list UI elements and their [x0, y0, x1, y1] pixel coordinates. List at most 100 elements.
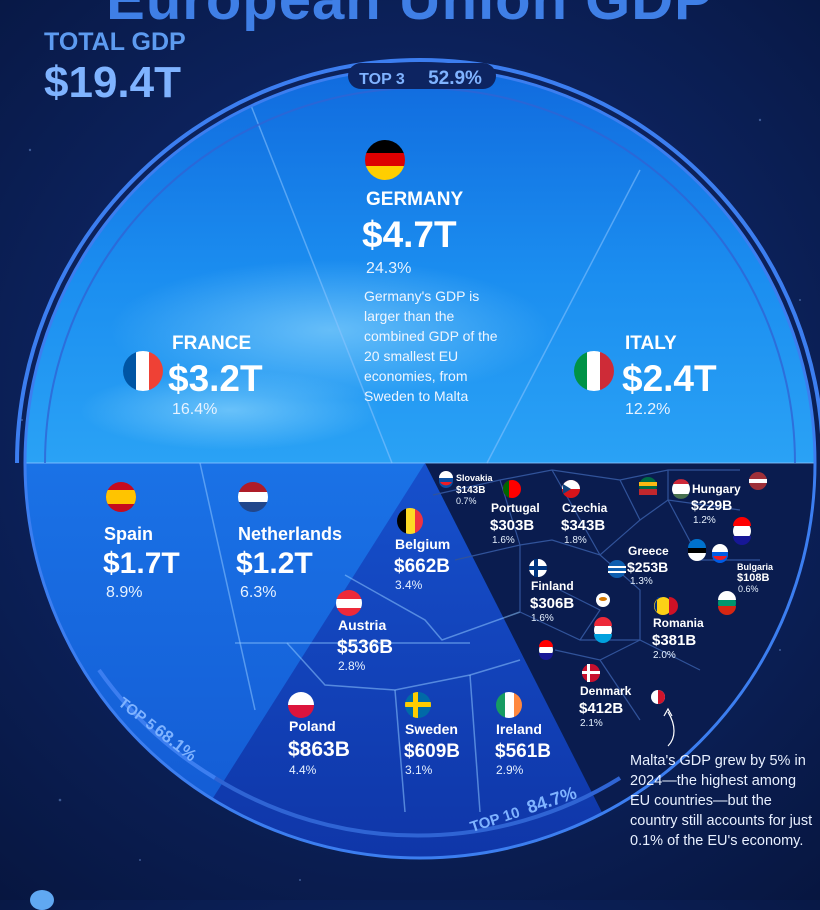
- finland-flag-icon: [529, 559, 547, 577]
- top5-ring: [97, 668, 217, 780]
- label-italy-value: $2.4T: [622, 358, 717, 399]
- hungary-flag-icon: [672, 479, 690, 499]
- slovakia-flag-icon: [439, 471, 453, 488]
- label-austria-value: $536B: [337, 637, 393, 658]
- share-sweden: 3.1%: [405, 763, 433, 777]
- label-hungary-name: Hungary: [692, 482, 741, 496]
- estonia-flag-icon: [688, 539, 706, 561]
- malta-note: Malta's GDP grew by 5% in 2024—the highe…: [630, 753, 813, 849]
- slovenia-flag-icon: [712, 544, 728, 563]
- label-bulgaria-value: $108B: [737, 572, 769, 584]
- share-germany: 24.3%: [366, 260, 411, 277]
- label-spain-value: $1.7T: [103, 547, 180, 580]
- cyprus-flag-icon: [596, 593, 610, 607]
- label-slovakia-value: $143B: [456, 485, 485, 496]
- top3-share: 52.9%: [428, 68, 482, 89]
- label-ireland-name: Ireland: [496, 721, 542, 737]
- poland-flag-icon: [288, 692, 314, 718]
- label-czechia-name: Czechia: [562, 501, 608, 515]
- france-flag-icon: [123, 351, 163, 391]
- label-sweden-value: $609B: [404, 741, 460, 762]
- label-hungary-value: $229B: [691, 497, 732, 513]
- label-bulgaria-name: Bulgaria: [737, 562, 774, 572]
- share-greece: 1.3%: [630, 576, 653, 587]
- denmark-flag-icon: [582, 664, 600, 682]
- label-belgium-value: $662B: [394, 556, 450, 577]
- share-belgium: 3.4%: [395, 578, 423, 592]
- czechia-flag-icon: [562, 480, 580, 498]
- sweden-flag-icon: [405, 692, 431, 718]
- ireland-flag-icon: [496, 692, 522, 718]
- share-denmark: 2.1%: [580, 718, 603, 729]
- share-ireland: 2.9%: [496, 763, 524, 777]
- label-denmark-name: Denmark: [580, 684, 632, 698]
- label-netherlands-name: Netherlands: [238, 524, 342, 544]
- label-ireland-value: $561B: [495, 741, 551, 762]
- top10-ring: [213, 776, 622, 838]
- total-gdp-label: TOTAL GDP: [44, 28, 186, 56]
- italy-flag-icon: [574, 351, 614, 391]
- share-france: 16.4%: [172, 401, 217, 418]
- germany-note: Germany's GDP is larger than the combine…: [364, 288, 498, 404]
- total-gdp-value: $19.4T: [44, 58, 181, 107]
- bulgaria-flag-icon: [718, 591, 736, 615]
- label-denmark-value: $412B: [579, 700, 623, 717]
- label-france-name: FRANCE: [172, 333, 251, 354]
- small-cell-borders: [432, 469, 760, 721]
- label-austria-name: Austria: [338, 617, 386, 633]
- share-spain: 8.9%: [106, 584, 142, 601]
- germany-flag-icon: [365, 140, 405, 180]
- top3-ring: [15, 58, 820, 464]
- label-belgium-name: Belgium: [395, 536, 450, 552]
- portugal-flag-icon: [503, 480, 521, 498]
- share-czechia: 1.8%: [564, 535, 587, 546]
- share-finland: 1.6%: [531, 613, 554, 624]
- croatia-flag-icon-small: [733, 517, 751, 545]
- label-greece-name: Greece: [628, 544, 669, 558]
- netherlands-flag-icon: [238, 482, 268, 512]
- spain-flag-icon: [106, 482, 136, 512]
- label-poland-value: $863B: [288, 738, 350, 761]
- label-netherlands-value: $1.2T: [236, 547, 313, 580]
- share-netherlands: 6.3%: [240, 584, 276, 601]
- label-portugal-value: $303B: [490, 517, 534, 534]
- share-romania: 2.0%: [653, 650, 676, 661]
- label-germany-value: $4.7T: [362, 214, 457, 255]
- germany-note-box: Germany's GDP is larger than the combine…: [364, 288, 498, 404]
- label-finland-value: $306B: [530, 595, 574, 612]
- label-romania-value: $381B: [652, 632, 696, 649]
- belgium-flag-icon: [397, 508, 423, 534]
- page-title: European Union GDP: [40, 0, 780, 33]
- croatia-flag-icon: [539, 640, 553, 660]
- share-portugal: 1.6%: [492, 535, 515, 546]
- romania-flag-icon: [654, 597, 678, 615]
- top3-label: TOP 3 52.9%: [348, 63, 496, 89]
- label-czechia-value: $343B: [561, 517, 605, 534]
- share-poland: 4.4%: [289, 763, 317, 777]
- label-finland-name: Finland: [531, 579, 574, 593]
- label-spain-name: Spain: [104, 524, 153, 544]
- share-slovakia: 0.7%: [456, 496, 477, 506]
- share-bulgaria: 0.6%: [738, 584, 759, 594]
- top3-label-text: TOP 3: [359, 71, 405, 88]
- label-germany-name: GERMANY: [366, 189, 463, 210]
- malta-pointer-arrow: [667, 711, 675, 747]
- latvia-flag-icon: [749, 472, 767, 490]
- label-romania-name: Romania: [653, 616, 704, 630]
- label-poland-name: Poland: [289, 718, 336, 734]
- label-italy-name: ITALY: [625, 333, 677, 354]
- share-italy: 12.2%: [625, 401, 670, 418]
- top10-region: [175, 463, 625, 858]
- share-hungary: 1.2%: [693, 515, 716, 526]
- luxembourg-flag-icon: [594, 617, 612, 643]
- malta-flag-icon: [651, 690, 665, 704]
- share-austria: 2.8%: [338, 659, 366, 673]
- greece-flag-icon: [608, 560, 626, 578]
- logo-icon: [30, 890, 54, 910]
- label-sweden-name: Sweden: [405, 721, 458, 737]
- austria-flag-icon: [336, 590, 362, 616]
- label-france-value: $3.2T: [168, 358, 263, 399]
- label-portugal-name: Portugal: [491, 501, 540, 515]
